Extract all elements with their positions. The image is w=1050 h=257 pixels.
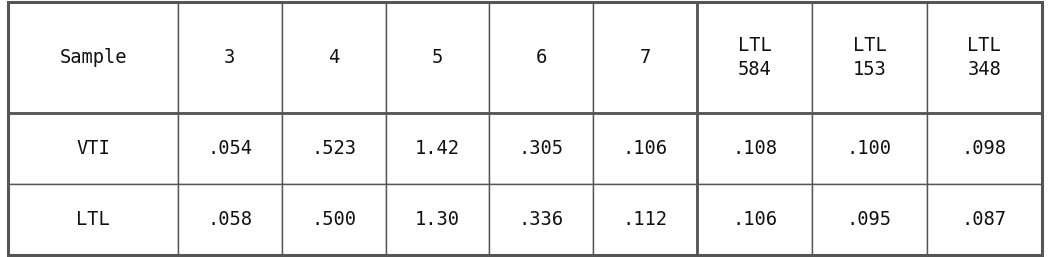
- Text: 4: 4: [328, 48, 339, 67]
- Text: .058: .058: [207, 210, 252, 229]
- Bar: [927, 184, 1042, 255]
- Bar: [927, 2, 1042, 113]
- Bar: [385, 113, 489, 184]
- Text: .523: .523: [311, 139, 356, 158]
- Text: LTL
348: LTL 348: [967, 36, 1001, 79]
- Text: .054: .054: [207, 139, 252, 158]
- Bar: [177, 184, 281, 255]
- Text: .098: .098: [962, 139, 1007, 158]
- Bar: [8, 2, 177, 113]
- Bar: [177, 2, 281, 113]
- Bar: [697, 184, 812, 255]
- Bar: [489, 113, 593, 184]
- Bar: [489, 2, 593, 113]
- Bar: [281, 113, 385, 184]
- Bar: [385, 184, 489, 255]
- Text: .336: .336: [519, 210, 564, 229]
- Text: .112: .112: [623, 210, 668, 229]
- Bar: [489, 184, 593, 255]
- Text: .108: .108: [732, 139, 777, 158]
- Bar: [8, 184, 177, 255]
- Bar: [927, 113, 1042, 184]
- Bar: [697, 113, 812, 184]
- Bar: [593, 113, 697, 184]
- Text: .095: .095: [847, 210, 891, 229]
- Text: 1.30: 1.30: [415, 210, 460, 229]
- Bar: [8, 113, 177, 184]
- Text: 6: 6: [536, 48, 547, 67]
- Text: VTI: VTI: [77, 139, 110, 158]
- Bar: [281, 184, 385, 255]
- Text: .106: .106: [732, 210, 777, 229]
- Text: 7: 7: [639, 48, 651, 67]
- Text: LTL: LTL: [77, 210, 110, 229]
- Text: LTL
584: LTL 584: [738, 36, 772, 79]
- Text: .100: .100: [847, 139, 891, 158]
- Bar: [697, 2, 812, 113]
- Bar: [593, 2, 697, 113]
- Text: Sample: Sample: [60, 48, 127, 67]
- Text: .305: .305: [519, 139, 564, 158]
- Text: 1.42: 1.42: [415, 139, 460, 158]
- Text: .500: .500: [311, 210, 356, 229]
- Bar: [385, 2, 489, 113]
- Bar: [812, 184, 927, 255]
- Bar: [812, 2, 927, 113]
- Text: LTL
153: LTL 153: [853, 36, 886, 79]
- Bar: [812, 113, 927, 184]
- Text: .087: .087: [962, 210, 1007, 229]
- Bar: [593, 184, 697, 255]
- Text: .106: .106: [623, 139, 668, 158]
- Text: 5: 5: [432, 48, 443, 67]
- Bar: [177, 113, 281, 184]
- Bar: [281, 2, 385, 113]
- Text: 3: 3: [225, 48, 235, 67]
